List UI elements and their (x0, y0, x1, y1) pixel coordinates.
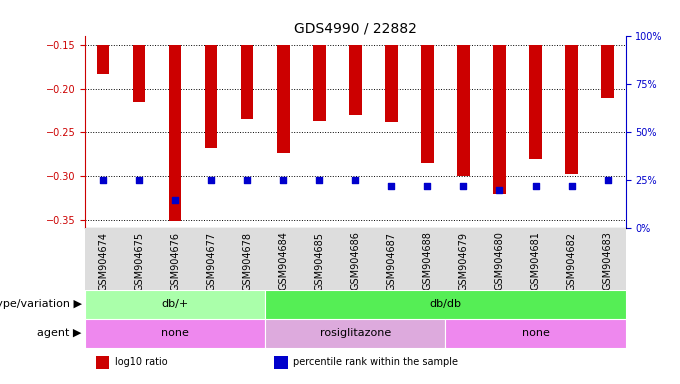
Point (242, 177, 253, 184)
Point (458, 183, 469, 189)
Text: none: none (161, 328, 189, 338)
Text: none: none (522, 328, 549, 338)
Text: GSM904688: GSM904688 (422, 232, 432, 290)
Bar (493, 45, 506, 194)
Point (530, 183, 541, 189)
Point (170, 197, 181, 203)
Text: GSM904674: GSM904674 (98, 232, 108, 291)
Point (386, 183, 396, 189)
Bar (565, 45, 578, 174)
Text: log10 ratio: log10 ratio (115, 357, 167, 367)
Bar (96, 356, 109, 369)
Bar (85, 290, 265, 319)
Point (602, 177, 613, 184)
Bar (265, 290, 626, 319)
Bar (529, 45, 542, 159)
Point (277, 177, 288, 184)
Text: GSM904677: GSM904677 (206, 232, 216, 291)
Title: GDS4990 / 22882: GDS4990 / 22882 (294, 22, 417, 35)
Text: db/db: db/db (429, 299, 462, 310)
Text: GSM904678: GSM904678 (242, 232, 252, 291)
Text: db/+: db/+ (161, 299, 189, 310)
Bar (457, 45, 470, 176)
Text: GSM904681: GSM904681 (530, 232, 541, 290)
Text: GSM904687: GSM904687 (386, 232, 396, 291)
Bar (169, 45, 182, 222)
Bar (445, 319, 626, 348)
Bar (133, 45, 146, 102)
Text: GSM904676: GSM904676 (170, 232, 180, 291)
Text: agent ▶: agent ▶ (37, 328, 82, 338)
Bar (241, 45, 254, 119)
Point (494, 187, 505, 193)
Text: rosiglitazone: rosiglitazone (320, 328, 391, 338)
Text: percentile rank within the sample: percentile rank within the sample (293, 357, 458, 367)
Text: GSM904675: GSM904675 (134, 232, 144, 291)
Bar (349, 45, 362, 115)
Text: GSM904679: GSM904679 (458, 232, 469, 291)
Bar (421, 45, 434, 163)
Bar (274, 356, 288, 369)
Point (350, 177, 360, 184)
Bar (601, 45, 614, 98)
Bar (85, 319, 265, 348)
Text: GSM904686: GSM904686 (350, 232, 360, 290)
Text: GSM904680: GSM904680 (494, 232, 505, 290)
Point (422, 183, 432, 189)
Bar (277, 45, 290, 154)
Text: GSM904684: GSM904684 (278, 232, 288, 290)
Bar (205, 45, 218, 148)
Point (313, 177, 325, 184)
Bar (265, 319, 445, 348)
Text: GSM904685: GSM904685 (314, 232, 324, 291)
Point (133, 177, 144, 184)
Bar (97, 45, 109, 74)
Text: GSM904683: GSM904683 (602, 232, 613, 290)
Point (98, 177, 109, 184)
Text: genotype/variation ▶: genotype/variation ▶ (0, 299, 82, 310)
Point (566, 183, 577, 189)
Bar (313, 45, 326, 121)
Point (205, 177, 216, 184)
Text: GSM904682: GSM904682 (566, 232, 577, 291)
Bar (385, 45, 398, 122)
